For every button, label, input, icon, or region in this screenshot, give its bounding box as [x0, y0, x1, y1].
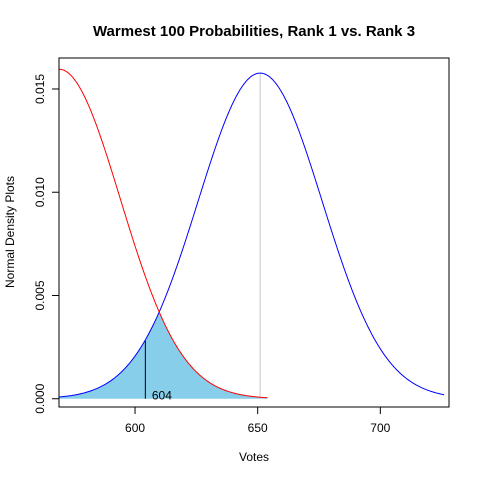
- y-tick-label: 0.005: [33, 280, 47, 310]
- y-axis-label: Normal Density Plots: [3, 176, 17, 288]
- x-axis-label: Votes: [239, 450, 269, 464]
- intersection-label: 604: [152, 389, 172, 403]
- shaded-overlap-area: [59, 312, 268, 399]
- x-axis: 600 650 700: [125, 407, 391, 435]
- series-line-red: [58, 68, 268, 399]
- plot-frame: [58, 57, 450, 408]
- chart-title: Warmest 100 Probabilities, Rank 1 vs. Ra…: [93, 23, 415, 40]
- x-tick-label: 700: [370, 421, 390, 435]
- y-tick-label: 0.010: [33, 177, 47, 207]
- series-line-blue: [58, 72, 445, 398]
- y-tick-label: 0.000: [33, 383, 47, 413]
- y-tick-label: 0.015: [33, 74, 47, 104]
- plot-area: 604: [58, 68, 445, 403]
- x-tick-label: 600: [125, 421, 145, 435]
- y-axis: 0.000 0.005 0.010 0.015: [33, 74, 59, 414]
- x-tick-label: 650: [248, 421, 268, 435]
